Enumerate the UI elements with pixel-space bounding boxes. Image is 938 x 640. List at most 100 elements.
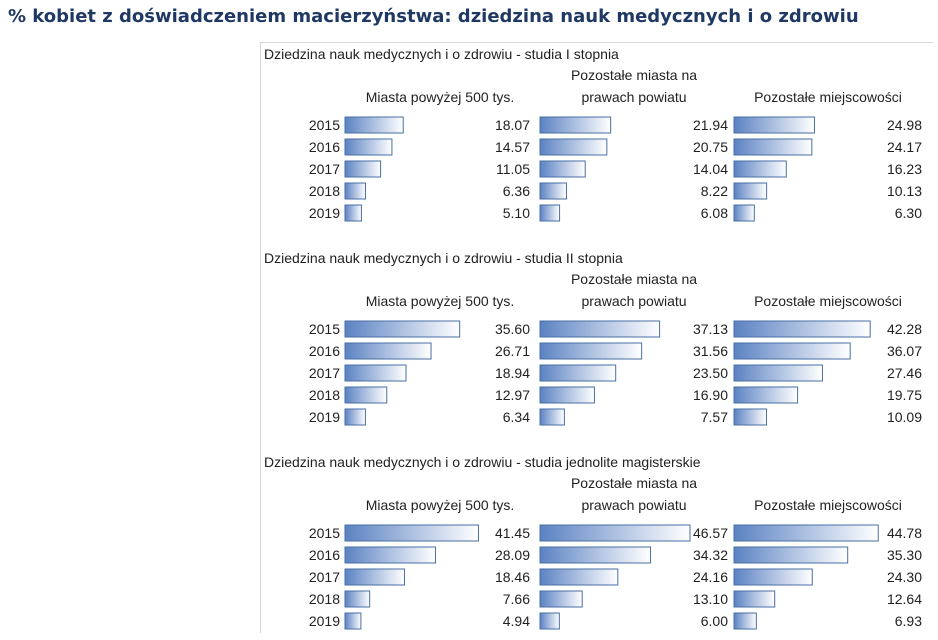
category-label: 2017 (309, 161, 340, 177)
data-label: 4.94 (503, 613, 530, 629)
data-label: 46.57 (693, 525, 728, 541)
page-title: % kobiet z doświadczeniem macierzyństwa:… (8, 6, 859, 27)
category-label: 2015 (309, 117, 340, 133)
data-label: 18.46 (495, 569, 530, 585)
data-label: 8.22 (701, 183, 728, 199)
bar (733, 204, 755, 222)
data-label: 24.16 (693, 569, 728, 585)
category-label: 2016 (309, 139, 340, 155)
bar (344, 160, 382, 178)
data-label: 6.93 (895, 613, 922, 629)
data-label: 7.66 (503, 591, 530, 607)
data-label: 36.07 (887, 343, 922, 359)
bar (539, 612, 560, 630)
bar (539, 204, 561, 222)
data-label: 7.57 (701, 409, 728, 425)
category-label: 2018 (309, 591, 340, 607)
data-label: 19.75 (887, 387, 922, 403)
bar (344, 612, 362, 630)
chart-panel-frame (260, 42, 933, 633)
data-label: 34.32 (693, 547, 728, 563)
category-label: 2015 (309, 321, 340, 337)
data-label: 16.23 (887, 161, 922, 177)
bar (539, 590, 583, 608)
chart-title: Dziedzina nauk medycznych i o zdrowiu - … (264, 250, 623, 266)
series-name: Miasta powyżej 500 tys. (366, 293, 515, 309)
data-label: 44.78 (887, 525, 922, 541)
data-label: 35.60 (495, 321, 530, 337)
bar (344, 364, 407, 382)
category-label: 2016 (309, 343, 340, 359)
data-label: 14.57 (495, 139, 530, 155)
series-name: Pozostałe miasta na (571, 271, 697, 287)
bar (344, 182, 366, 200)
bar (733, 386, 799, 404)
data-label: 6.30 (895, 205, 922, 221)
category-label: 2016 (309, 547, 340, 563)
data-label: 20.75 (693, 139, 728, 155)
data-label: 12.97 (495, 387, 530, 403)
bar (344, 320, 461, 338)
bar (733, 568, 813, 586)
bar (733, 138, 813, 156)
series-name: Pozostałe miejscowości (754, 293, 902, 309)
chart-title: Dziedzina nauk medycznych i o zdrowiu - … (264, 454, 701, 470)
bar (733, 320, 871, 338)
data-label: 18.07 (495, 117, 530, 133)
bar (344, 138, 393, 156)
bar (539, 138, 608, 156)
bar (344, 342, 432, 360)
bar (344, 590, 371, 608)
data-label: 35.30 (887, 547, 922, 563)
bar (733, 590, 776, 608)
data-label: 23.50 (693, 365, 728, 381)
data-label: 10.13 (887, 183, 922, 199)
bar (733, 182, 768, 200)
data-label: 24.98 (887, 117, 922, 133)
data-label: 18.94 (495, 365, 530, 381)
bar (733, 546, 849, 564)
data-label: 11.05 (496, 161, 530, 177)
data-label: 6.08 (701, 205, 728, 221)
bar (344, 116, 404, 134)
data-label: 24.17 (887, 139, 922, 155)
data-label: 6.36 (503, 183, 530, 199)
series-name: Pozostałe miasta na (571, 475, 697, 491)
category-label: 2017 (309, 365, 340, 381)
bar (344, 524, 480, 542)
series-name: prawach powiatu (581, 497, 686, 513)
category-label: 2018 (309, 387, 340, 403)
data-label: 37.13 (693, 321, 728, 337)
data-label: 21.94 (693, 117, 728, 133)
category-label: 2017 (309, 569, 340, 585)
series-name: Pozostałe miasta na (571, 67, 697, 83)
data-label: 26.71 (495, 343, 530, 359)
bar (733, 160, 787, 178)
series-name: Pozostałe miejscowości (754, 497, 902, 513)
data-label: 6.00 (701, 613, 728, 629)
bar (539, 182, 567, 200)
data-label: 24.30 (887, 569, 922, 585)
category-label: 2015 (309, 525, 340, 541)
bar (344, 568, 405, 586)
data-label: 13.10 (693, 591, 728, 607)
data-label: 27.46 (887, 365, 922, 381)
bar (344, 546, 436, 564)
series-name: Pozostałe miejscowości (754, 89, 902, 105)
bar (733, 364, 823, 382)
data-label: 14.04 (693, 161, 728, 177)
bar (539, 386, 595, 404)
chart-title: Dziedzina nauk medycznych i o zdrowiu - … (264, 46, 619, 62)
series-name: prawach powiatu (581, 89, 686, 105)
series-name: Miasta powyżej 500 tys. (366, 89, 515, 105)
bar (733, 408, 767, 426)
bar (539, 568, 619, 586)
bar (733, 612, 757, 630)
bar (539, 320, 661, 338)
data-label: 10.09 (887, 409, 922, 425)
data-label: 16.90 (693, 387, 728, 403)
data-label: 5.10 (503, 205, 530, 221)
bar (539, 408, 565, 426)
bar (539, 524, 691, 542)
